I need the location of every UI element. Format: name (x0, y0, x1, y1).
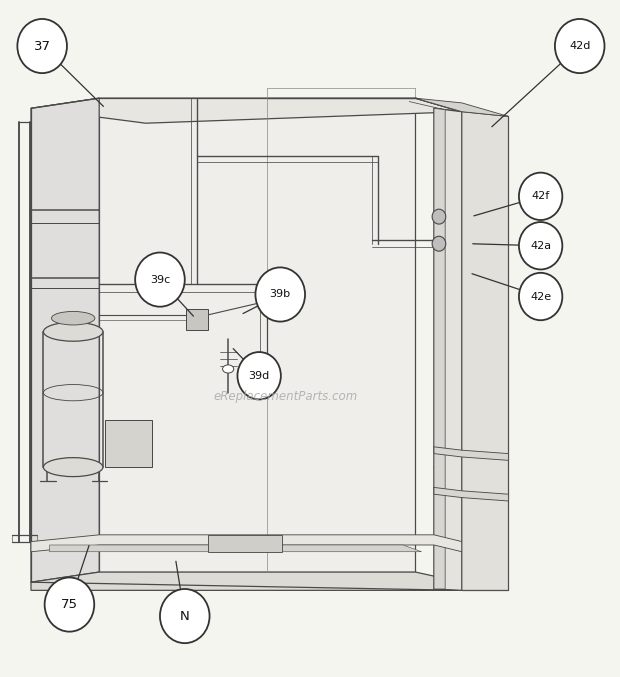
Text: eReplacementParts.com: eReplacementParts.com (213, 389, 357, 403)
Ellipse shape (223, 365, 234, 373)
Polygon shape (31, 535, 462, 552)
Text: 42a: 42a (530, 241, 551, 250)
Text: 42f: 42f (531, 192, 550, 201)
Polygon shape (434, 447, 508, 460)
Circle shape (555, 19, 604, 73)
Polygon shape (434, 487, 508, 501)
Text: 37: 37 (33, 39, 51, 53)
Circle shape (135, 253, 185, 307)
Polygon shape (186, 309, 208, 330)
Ellipse shape (43, 458, 103, 477)
Text: 39c: 39c (150, 275, 170, 284)
Text: N: N (180, 609, 190, 623)
Polygon shape (208, 535, 282, 552)
Polygon shape (31, 572, 462, 590)
Polygon shape (415, 98, 508, 116)
Polygon shape (31, 98, 462, 123)
Text: 42d: 42d (569, 41, 590, 51)
Polygon shape (99, 98, 415, 572)
Text: 39b: 39b (270, 290, 291, 299)
Circle shape (519, 273, 562, 320)
Text: 42e: 42e (530, 292, 551, 301)
Ellipse shape (432, 209, 446, 224)
Text: 39d: 39d (249, 371, 270, 380)
Ellipse shape (43, 322, 103, 341)
Polygon shape (31, 98, 99, 582)
Circle shape (237, 352, 281, 399)
Circle shape (519, 173, 562, 220)
Ellipse shape (51, 311, 95, 325)
Circle shape (519, 222, 562, 269)
Polygon shape (462, 112, 508, 590)
Polygon shape (434, 108, 462, 590)
Circle shape (160, 589, 210, 643)
Circle shape (17, 19, 67, 73)
Circle shape (45, 577, 94, 632)
Text: 75: 75 (61, 598, 78, 611)
Circle shape (255, 267, 305, 322)
Ellipse shape (432, 236, 446, 251)
Polygon shape (105, 420, 152, 467)
Polygon shape (50, 545, 422, 552)
Polygon shape (434, 108, 445, 589)
